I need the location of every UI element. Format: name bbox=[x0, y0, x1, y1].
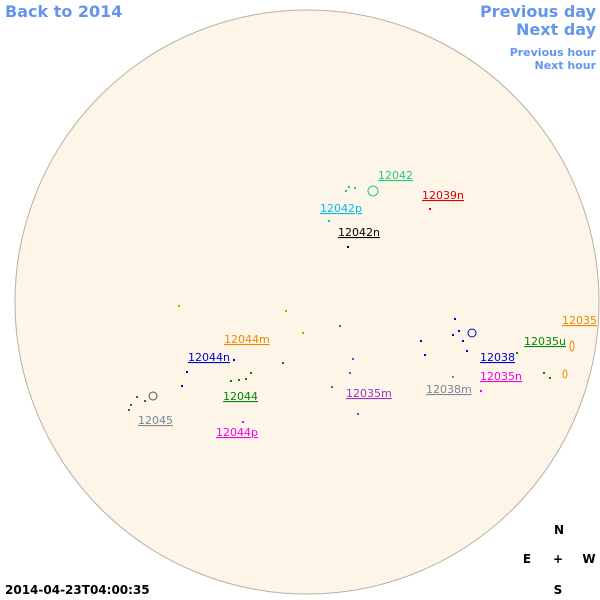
sunspots bbox=[128, 185, 575, 423]
spot bbox=[148, 391, 158, 401]
compass-center: + bbox=[553, 552, 563, 566]
region-label[interactable]: 12035u bbox=[524, 335, 566, 348]
region-label[interactable]: 12042 bbox=[378, 169, 413, 182]
region-label[interactable]: 12035m bbox=[346, 387, 392, 400]
spot bbox=[549, 377, 551, 379]
previous-day-link[interactable]: Previous day bbox=[480, 2, 597, 21]
next-day-link[interactable]: Next day bbox=[516, 20, 597, 39]
spot bbox=[130, 404, 132, 406]
spot bbox=[181, 385, 183, 387]
spot bbox=[285, 310, 287, 312]
spot bbox=[424, 354, 426, 356]
compass-south: S bbox=[554, 583, 563, 597]
spot bbox=[420, 340, 422, 342]
spot bbox=[345, 190, 347, 192]
spot bbox=[562, 369, 568, 379]
spot bbox=[328, 220, 330, 222]
region-label[interactable]: 12045 bbox=[138, 414, 173, 427]
spot bbox=[339, 325, 341, 327]
region-label[interactable]: 12044p bbox=[216, 426, 258, 439]
region-label[interactable]: 12042n bbox=[338, 226, 380, 239]
region-label[interactable]: 12042p bbox=[320, 202, 362, 215]
next-hour-link[interactable]: Next hour bbox=[535, 59, 597, 72]
spot bbox=[480, 390, 482, 392]
spot bbox=[454, 318, 456, 320]
spot bbox=[250, 372, 252, 374]
spot bbox=[458, 330, 460, 332]
spot bbox=[466, 350, 468, 352]
region-label[interactable]: 12044n bbox=[188, 351, 230, 364]
spot bbox=[282, 362, 284, 364]
compass-north: N bbox=[554, 523, 564, 537]
spot bbox=[462, 340, 464, 342]
spot bbox=[349, 372, 351, 374]
compass-west: W bbox=[582, 552, 595, 566]
compass-east: E bbox=[523, 552, 531, 566]
region-label[interactable]: 12035n bbox=[480, 370, 522, 383]
spot bbox=[352, 358, 354, 360]
spot bbox=[233, 359, 235, 361]
spot bbox=[367, 185, 379, 197]
spot bbox=[347, 246, 349, 248]
spot bbox=[128, 409, 130, 411]
spot bbox=[467, 328, 477, 338]
region-label[interactable]: 12038m bbox=[426, 383, 472, 396]
solar-disk bbox=[14, 9, 600, 595]
spot bbox=[238, 379, 240, 381]
region-label[interactable]: 12044m bbox=[224, 333, 270, 346]
spot bbox=[429, 208, 431, 210]
spot bbox=[242, 421, 244, 423]
spot bbox=[569, 340, 575, 352]
spot bbox=[543, 372, 545, 374]
spot bbox=[302, 332, 304, 334]
spot bbox=[186, 371, 188, 373]
spot bbox=[178, 305, 180, 307]
region-label[interactable]: 12038 bbox=[480, 351, 515, 364]
spot bbox=[354, 187, 356, 189]
spot bbox=[452, 334, 454, 336]
spot bbox=[136, 396, 138, 398]
spot bbox=[516, 352, 518, 354]
back-link[interactable]: Back to 2014 bbox=[5, 2, 122, 21]
region-label[interactable]: 12039n bbox=[422, 189, 464, 202]
spot bbox=[144, 400, 146, 402]
spot bbox=[357, 413, 359, 415]
timestamp: 2014-04-23T04:00:35 bbox=[5, 583, 150, 597]
spot bbox=[348, 186, 350, 188]
spot bbox=[452, 376, 454, 378]
region-label[interactable]: 12035 bbox=[562, 314, 597, 327]
spot bbox=[245, 378, 247, 380]
spot bbox=[230, 380, 232, 382]
spot bbox=[331, 386, 333, 388]
region-label[interactable]: 12044 bbox=[223, 390, 258, 403]
previous-hour-link[interactable]: Previous hour bbox=[510, 46, 597, 59]
